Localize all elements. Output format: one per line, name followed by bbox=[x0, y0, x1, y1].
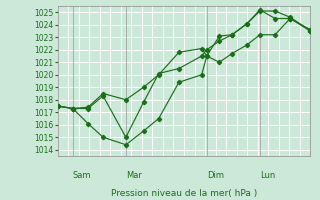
Text: Mar: Mar bbox=[126, 171, 142, 180]
Text: Pression niveau de la mer( hPa ): Pression niveau de la mer( hPa ) bbox=[111, 189, 257, 198]
Text: Sam: Sam bbox=[73, 171, 91, 180]
Text: Lun: Lun bbox=[260, 171, 275, 180]
Text: Dim: Dim bbox=[207, 171, 224, 180]
